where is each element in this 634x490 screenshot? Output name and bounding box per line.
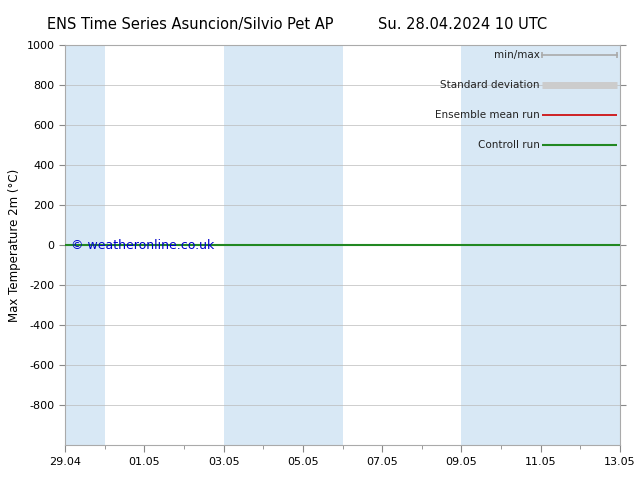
Text: min/max: min/max [494, 50, 540, 60]
Bar [462, 45, 541, 445]
Text: © weatheronline.co.uk: © weatheronline.co.uk [70, 239, 214, 251]
Text: Controll run: Controll run [477, 140, 540, 150]
Bar [541, 45, 620, 445]
Y-axis label: Max Temperature 2m (°C): Max Temperature 2m (°C) [8, 169, 21, 321]
Bar [224, 45, 303, 445]
Text: Ensemble mean run: Ensemble mean run [435, 110, 540, 120]
Bar [65, 45, 105, 445]
Text: Standard deviation: Standard deviation [440, 80, 540, 90]
Text: Su. 28.04.2024 10 UTC: Su. 28.04.2024 10 UTC [378, 17, 547, 32]
Text: ENS Time Series Asuncion/Silvio Pet AP: ENS Time Series Asuncion/Silvio Pet AP [47, 17, 333, 32]
Bar [303, 45, 342, 445]
